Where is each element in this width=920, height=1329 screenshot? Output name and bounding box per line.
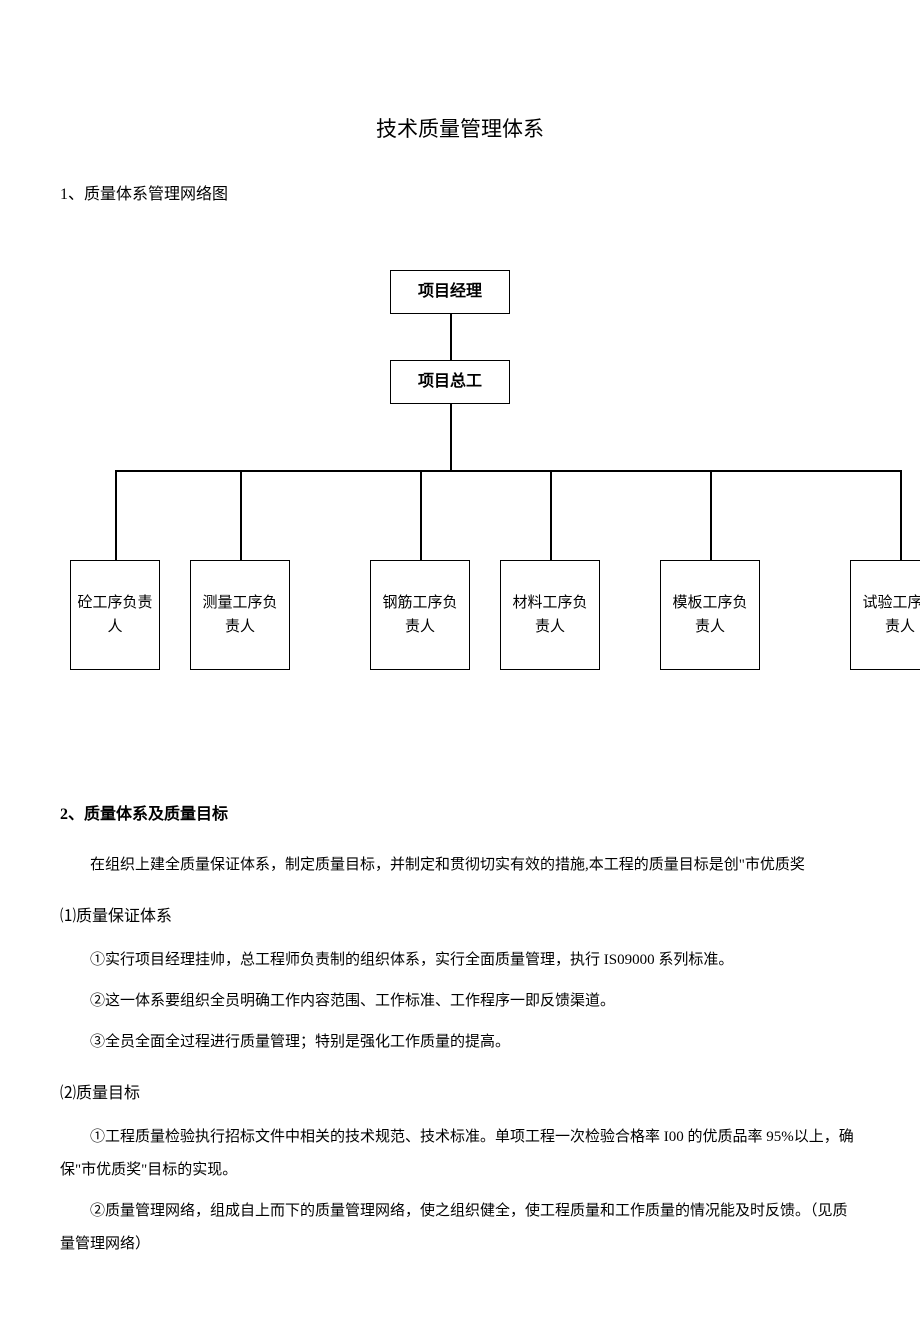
node-project-manager: 项目经理 — [390, 270, 510, 314]
edge-bus — [115, 470, 900, 472]
node-material-lead: 材料工序负责人 — [500, 560, 600, 670]
page: 技术质量管理体系 1、质量体系管理网络图 项目经理 项目总工 砼工序负责人 测量… — [0, 0, 920, 1329]
edge-drop-1 — [115, 470, 117, 560]
org-chart: 项目经理 项目总工 砼工序负责人 测量工序负责人 钢筋工序负责人 材料工序负责人… — [60, 270, 860, 790]
sub1-p3: ③全员全面全过程进行质量管理；特别是强化工作质量的提高。 — [60, 1026, 860, 1059]
node-rebar-lead: 钢筋工序负责人 — [370, 560, 470, 670]
doc-title: 技术质量管理体系 — [60, 110, 860, 150]
sub2-heading: ⑵质量目标 — [60, 1079, 860, 1109]
edge-drop-3 — [420, 470, 422, 560]
sub2-p1: ①工程质量检验执行招标文件中相关的技术规范、技术标准。单项工程一次检验合格率 I… — [60, 1121, 860, 1187]
node-testing-lead: 试验工序负责人 — [850, 560, 920, 670]
section2-heading: 2、质量体系及质量目标 — [60, 800, 860, 830]
node-chief-engineer: 项目总工 — [390, 360, 510, 404]
edge-drop-5 — [710, 470, 712, 560]
sub2-p2: ②质量管理网络，组成自上而下的质量管理网络，使之组织健全，使工程质量和工作质量的… — [60, 1195, 860, 1261]
node-survey-lead: 测量工序负责人 — [190, 560, 290, 670]
section2-intro: 在组织上建全质量保证体系，制定质量目标，并制定和贯彻切实有效的措施,本工程的质量… — [60, 849, 860, 882]
section1-heading: 1、质量体系管理网络图 — [60, 180, 860, 210]
edge-root-chief — [450, 314, 452, 360]
edge-drop-2 — [240, 470, 242, 560]
edge-chief-bus — [450, 404, 452, 470]
node-formwork-lead: 模板工序负责人 — [660, 560, 760, 670]
edge-drop-6 — [900, 470, 902, 560]
node-concrete-lead: 砼工序负责人 — [70, 560, 160, 670]
sub1-p1: ①实行项目经理挂帅，总工程师负责制的组织体系，实行全面质量管理，执行 IS090… — [60, 944, 860, 977]
sub1-heading: ⑴质量保证体系 — [60, 902, 860, 932]
edge-drop-4 — [550, 470, 552, 560]
sub1-p2: ②这一体系要组织全员明确工作内容范围、工作标准、工作程序一即反馈渠道。 — [60, 985, 860, 1018]
